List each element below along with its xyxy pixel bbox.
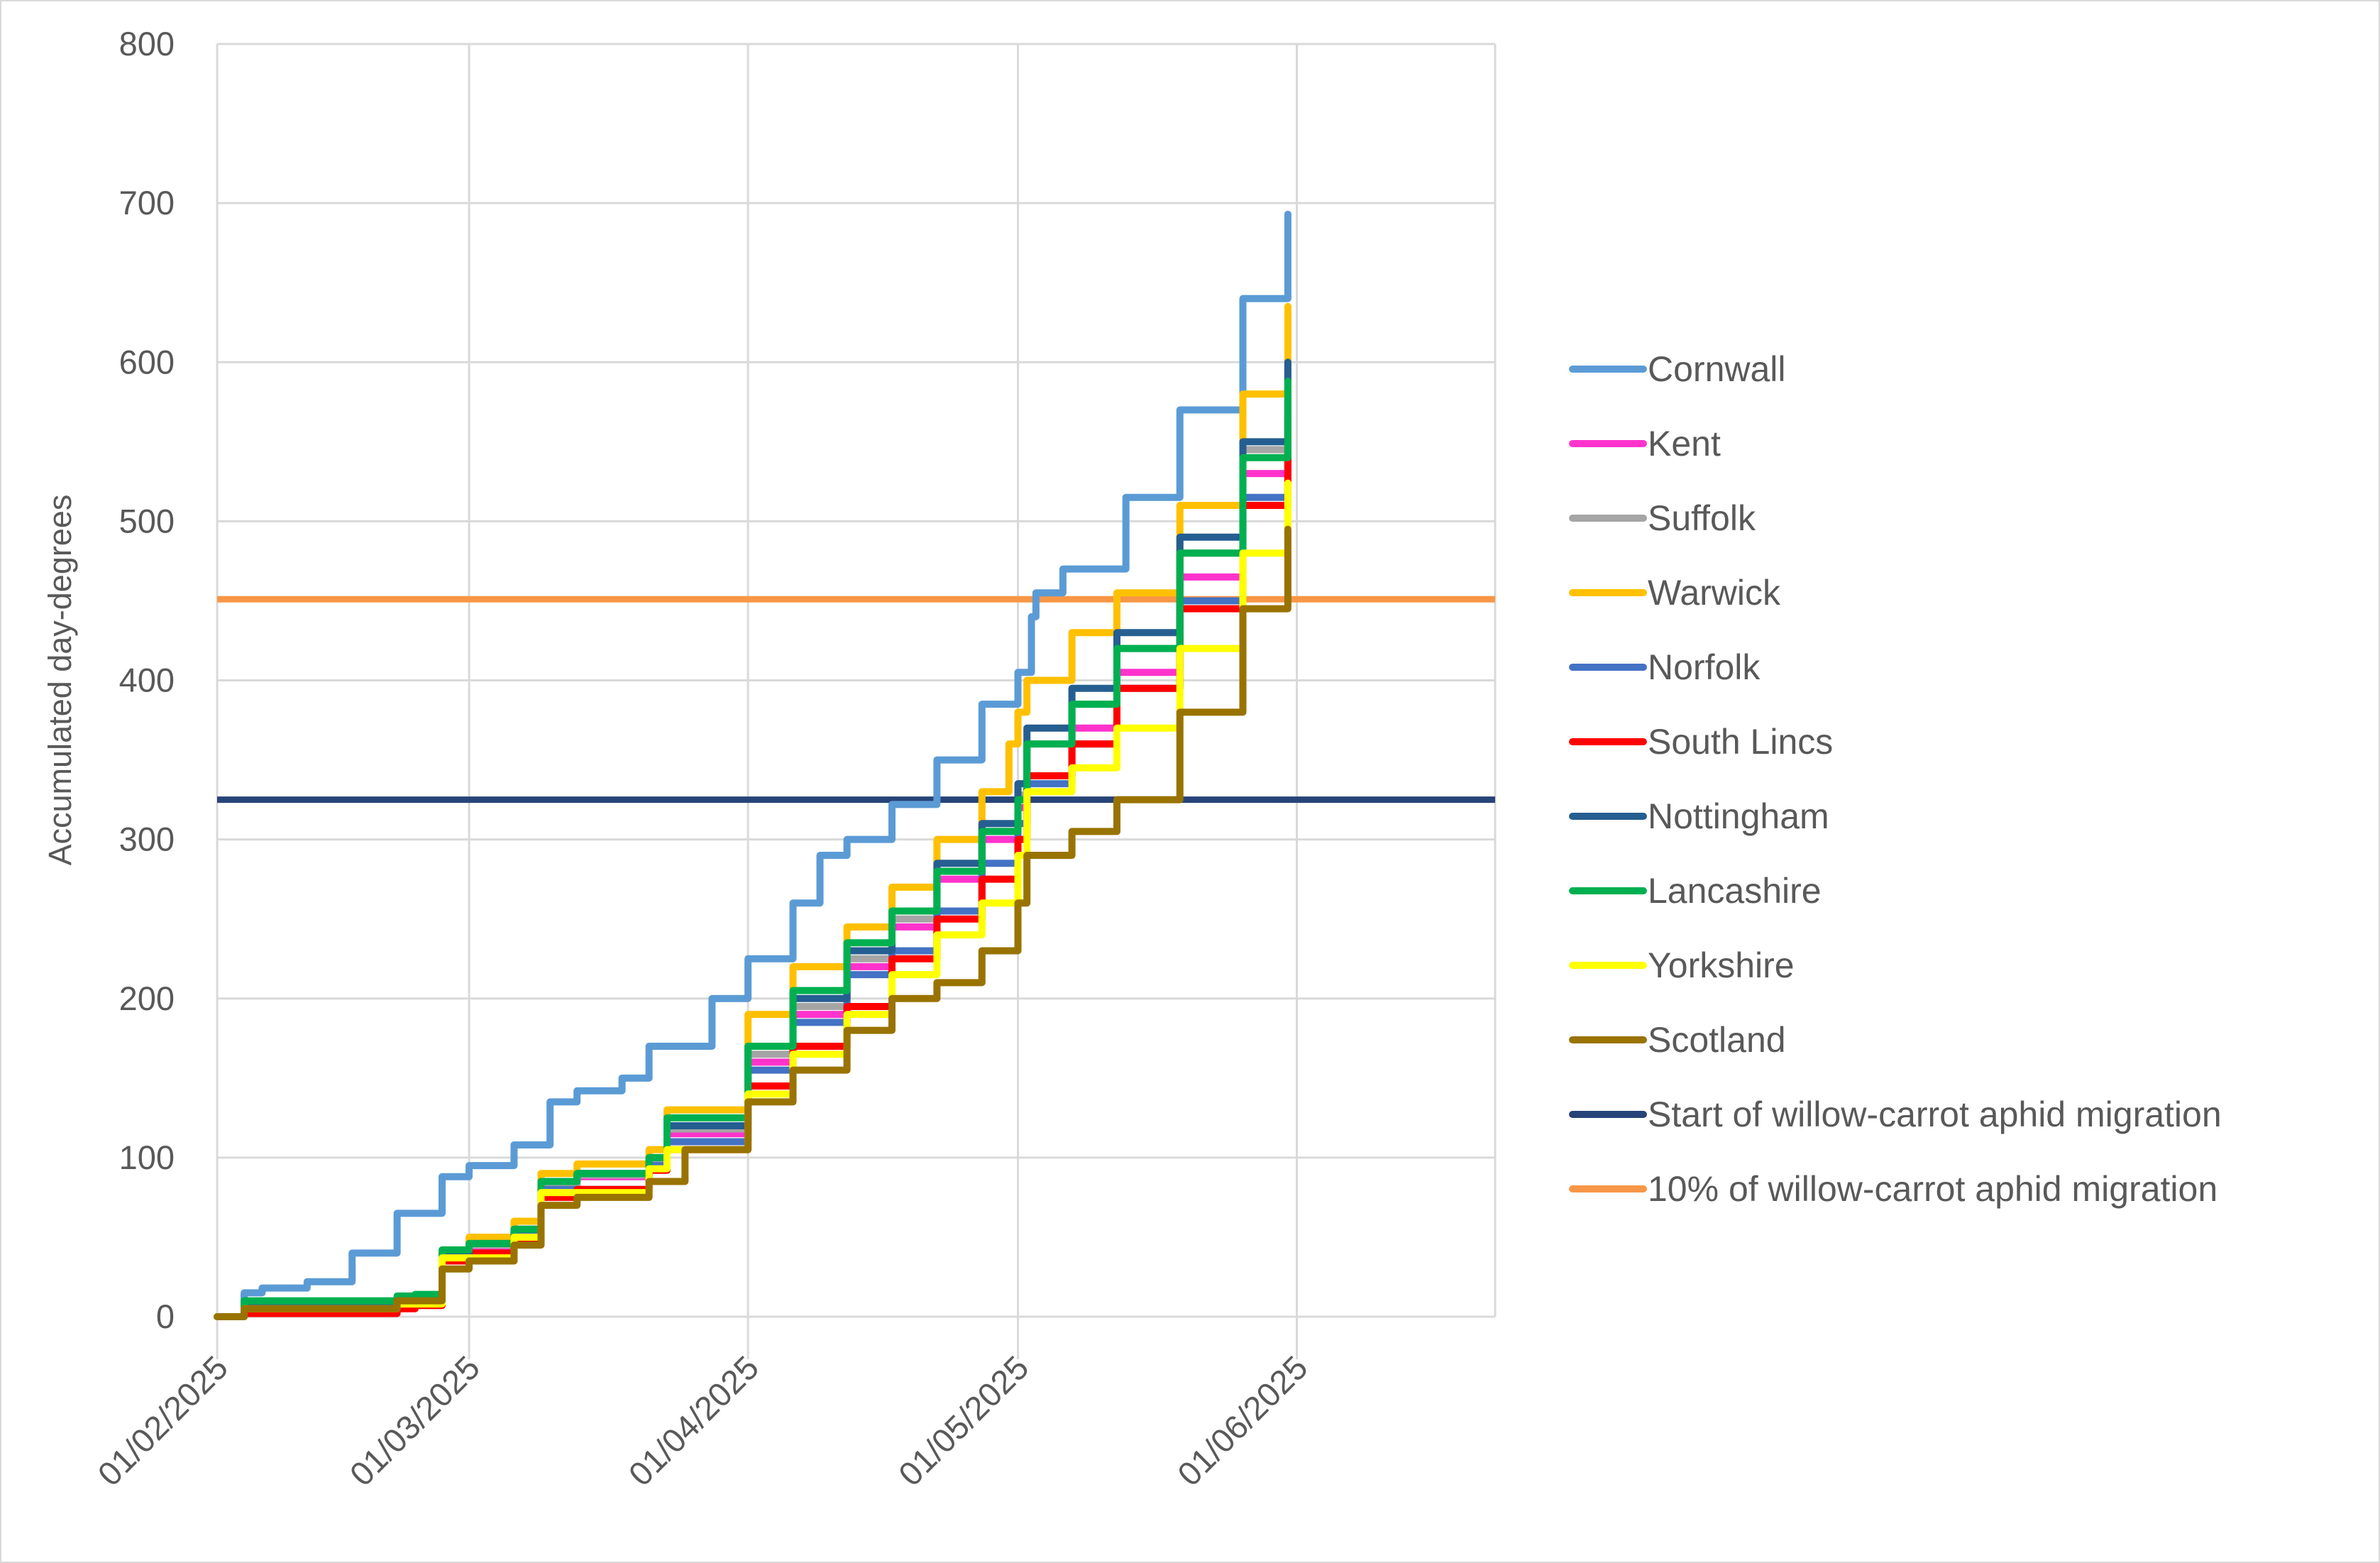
legend-label: Suffolk (1648, 498, 1756, 538)
legend-label: 10% of willow-carrot aphid migration (1648, 1169, 2218, 1209)
y-tick-label: 400 (119, 662, 175, 699)
x-tick-label: 01/02/2025 (90, 1349, 235, 1493)
legend-label: Cornwall (1648, 349, 1786, 389)
series-lines (214, 210, 1291, 1320)
legend-label: Lancashire (1648, 871, 1822, 911)
legend: Cornwall Kent Suffolk Warwick Norfolk South L… (1569, 349, 2222, 1209)
y-tick-label: 600 (119, 343, 175, 380)
threshold-lines (217, 596, 1495, 804)
legend-label: Kent (1648, 424, 1721, 464)
x-axis-tick-labels: 01/02/2025 01/03/2025 01/04/2025 01/05/2025… (90, 1349, 1314, 1493)
series-line-yorkshire (214, 479, 1291, 1320)
x-tick-label: 01/06/2025 (1170, 1349, 1315, 1493)
legend-label: Scotland (1648, 1020, 1786, 1060)
y-tick-label: 800 (119, 25, 175, 62)
y-tick-label: 100 (119, 1139, 175, 1176)
gridlines (216, 43, 1497, 1359)
legend-label: Start of willow-carrot aphid migration (1648, 1095, 2222, 1134)
legend-label: Yorkshire (1648, 945, 1795, 985)
y-axis-tick-labels: 0 100 200 300 400 500 600 700 800 (119, 25, 175, 1335)
x-tick-label: 01/03/2025 (342, 1349, 487, 1493)
x-tick-label: 01/05/2025 (891, 1349, 1036, 1493)
series-line-cornwall (214, 210, 1291, 1320)
legend-label: Warwick (1648, 573, 1781, 613)
y-axis-title: Accumulated day-degrees (42, 495, 78, 866)
legend-label: Norfolk (1648, 647, 1761, 687)
y-tick-label: 0 (156, 1298, 175, 1335)
y-tick-label: 300 (119, 821, 175, 858)
y-tick-label: 500 (119, 502, 175, 539)
legend-label: Nottingham (1648, 796, 1829, 836)
series-line-warwick (214, 302, 1291, 1320)
legend-label: South Lincs (1648, 722, 1833, 762)
y-tick-label: 700 (119, 184, 175, 221)
series-line-scotland (214, 525, 1291, 1320)
x-tick-label: 01/04/2025 (621, 1349, 766, 1493)
y-tick-label: 200 (119, 980, 175, 1017)
